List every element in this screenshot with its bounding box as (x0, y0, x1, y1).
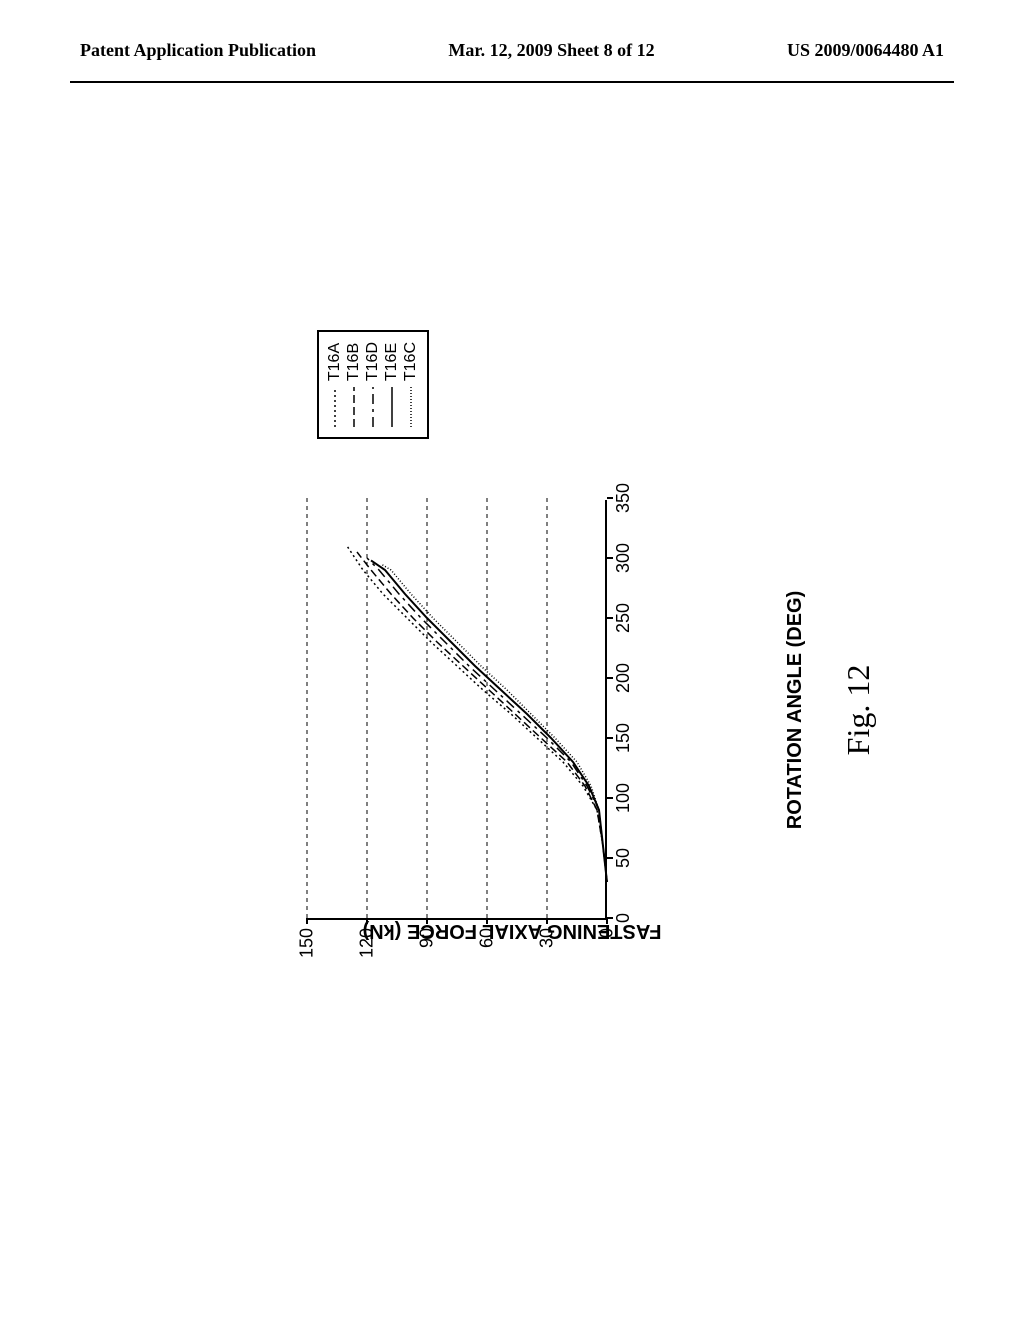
legend-label: T16C (402, 342, 420, 381)
legend-label: T16B (345, 343, 363, 381)
header-doc-number: US 2009/0064480 A1 (787, 40, 944, 61)
y-tick-label: 60 (477, 928, 498, 948)
y-tick-label: 120 (357, 928, 378, 958)
legend-line-sample (327, 387, 343, 427)
plot-svg (307, 498, 607, 918)
x-tick-label: 50 (613, 848, 634, 868)
legend-line-sample (384, 387, 400, 427)
y-tick-label: 30 (537, 928, 558, 948)
header-date-sheet: Mar. 12, 2009 Sheet 8 of 12 (448, 40, 654, 61)
legend-label: T16A (326, 343, 344, 381)
x-tick-label: 200 (613, 663, 634, 693)
legend-line-sample (346, 387, 362, 427)
x-tick-label: 100 (613, 783, 634, 813)
legend-label: T16D (364, 342, 382, 381)
y-tick-label: 150 (297, 928, 318, 958)
legend-item: T16A (326, 342, 344, 427)
legend-label: T16E (383, 343, 401, 381)
legend-item: T16B (345, 342, 363, 427)
legend: T16AT16BT16DT16ET16C (317, 330, 429, 439)
series-T16A (347, 546, 607, 882)
y-tick-label: 0 (597, 928, 618, 938)
x-tick-label: 300 (613, 543, 634, 573)
x-tick-label: 150 (613, 723, 634, 753)
series-T16C (381, 564, 607, 882)
header-publication: Patent Application Publication (80, 40, 316, 61)
page-header: Patent Application Publication Mar. 12, … (0, 0, 1024, 81)
header-divider (70, 81, 954, 83)
x-tick-label: 0 (613, 913, 634, 923)
legend-item: T16C (402, 342, 420, 427)
plot-area: 0306090120150 050100150200250300350 (307, 500, 607, 920)
x-axis-label: ROTATION ANGLE (DEG) (784, 591, 807, 830)
chart-wrapper: FASTENING AXIAL FORCE (kN) 0306090120150… (287, 360, 737, 960)
x-tick-label: 250 (613, 603, 634, 633)
figure-label: Fig. 12 (840, 665, 877, 756)
series-T16E (371, 560, 607, 882)
legend-line-sample (403, 387, 419, 427)
legend-item: T16D (364, 342, 382, 427)
y-tick-label: 90 (417, 928, 438, 948)
legend-item: T16E (383, 342, 401, 427)
chart-container: FASTENING AXIAL FORCE (kN) 0306090120150… (287, 360, 737, 960)
legend-line-sample (365, 387, 381, 427)
x-tick-label: 350 (613, 483, 634, 513)
series-T16B (357, 552, 607, 882)
